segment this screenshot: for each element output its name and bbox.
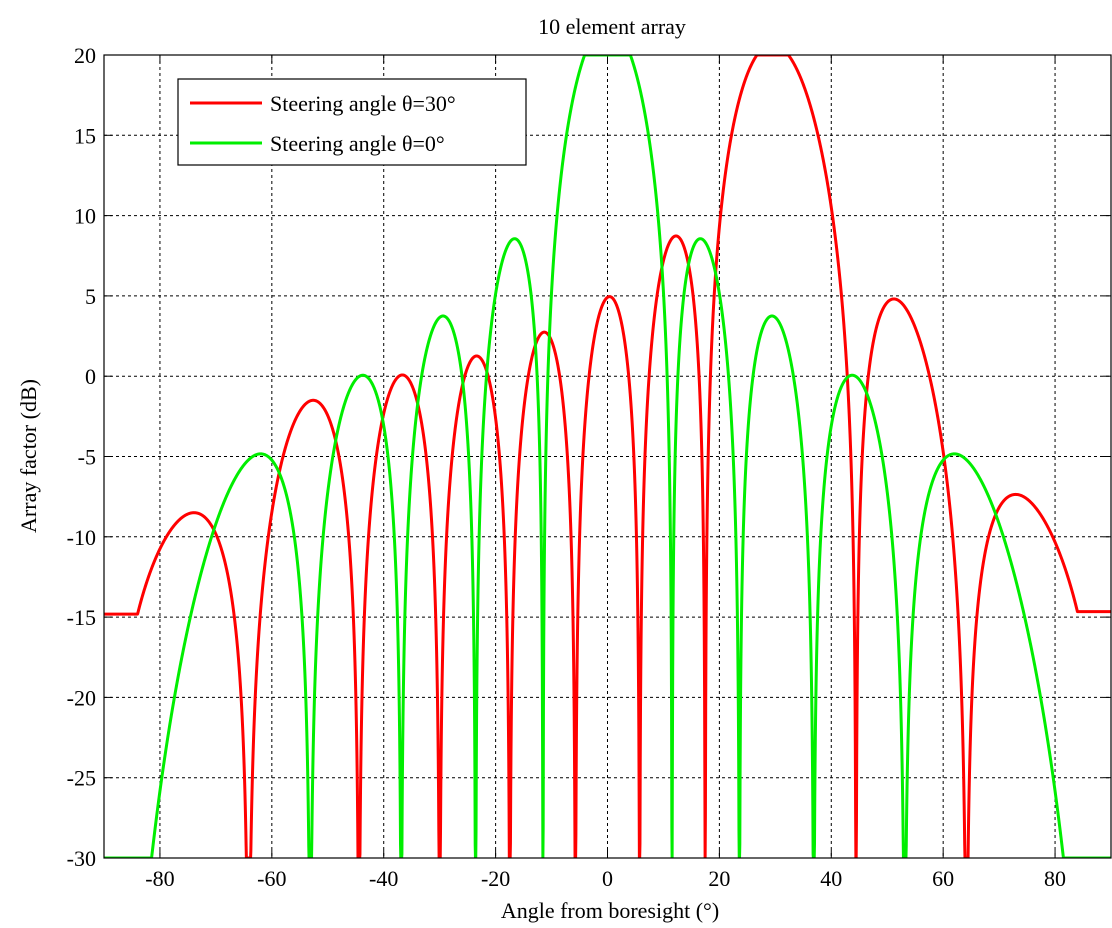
y-tick-label: 10 [74, 204, 96, 229]
series-line-2 [104, 55, 1111, 858]
y-tick-label: -25 [67, 766, 96, 791]
x-axis-ticks: -80 -60 -40 -20 0 20 40 60 80 [145, 55, 1066, 891]
y-tick-label: 5 [85, 284, 96, 309]
legend-label-series-1: Steering angle θ=30° [270, 91, 456, 116]
y-tick-label: 15 [74, 123, 96, 148]
series-line-1 [104, 55, 1111, 858]
legend-box [177, 78, 527, 166]
x-tick-label: 0 [602, 866, 613, 891]
y-tick-label: -30 [67, 846, 96, 871]
y-tick-label: -15 [67, 605, 96, 630]
x-tick-label: 20 [708, 866, 730, 891]
y-tick-label: 20 [74, 43, 96, 68]
y-axis-label: Array factor (dB) [16, 379, 41, 533]
x-tick-label: -20 [481, 866, 510, 891]
x-tick-label: -60 [257, 866, 286, 891]
plot-frame [103, 54, 1112, 859]
y-tick-label: -10 [67, 525, 96, 550]
x-tick-label: 80 [1044, 866, 1066, 891]
chart-title: 10 element array [538, 14, 686, 39]
x-axis-label: Angle from boresight (°) [501, 898, 719, 923]
legend-label-series-2: Steering angle θ=0° [270, 131, 445, 156]
x-tick-label: -80 [145, 866, 174, 891]
y-axis-ticks: 20 15 10 5 0 -5 -10 -15 -20 -25 -30 [67, 43, 1111, 871]
legend: Steering angle θ=30° Steering angle θ=0° [177, 78, 527, 166]
x-tick-label: -40 [369, 866, 398, 891]
series-lines [104, 55, 1111, 858]
x-tick-label: 60 [932, 866, 954, 891]
grid-lines [104, 55, 1111, 858]
y-tick-label: 0 [85, 364, 96, 389]
y-tick-label: -20 [67, 685, 96, 710]
y-tick-label: -5 [78, 445, 96, 470]
x-tick-label: 40 [820, 866, 842, 891]
